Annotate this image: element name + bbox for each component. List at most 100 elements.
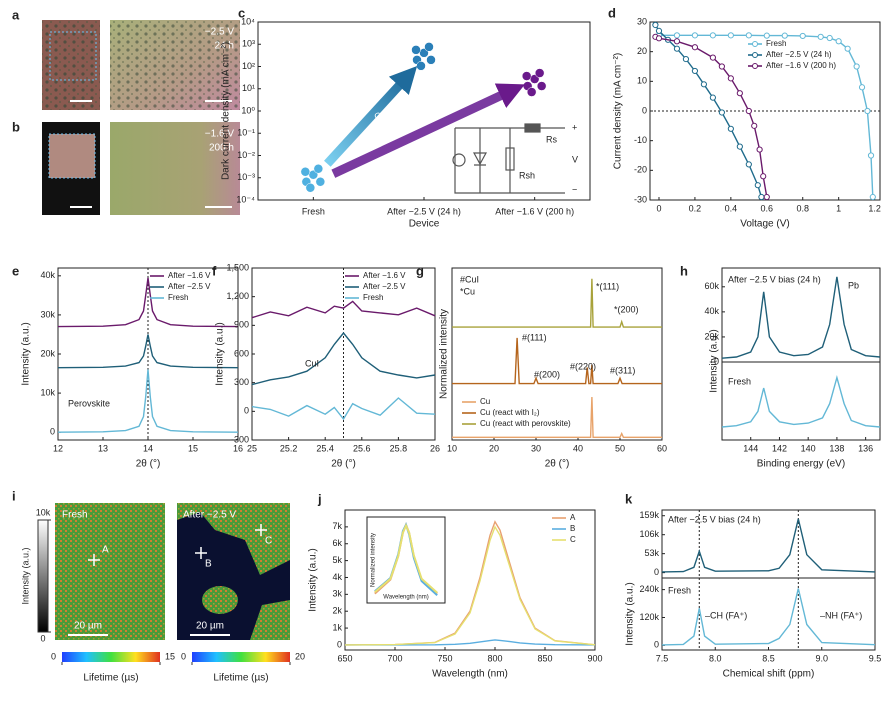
particle (534, 68, 545, 78)
annotation: #(111) (522, 332, 547, 342)
trend-arrow (331, 83, 525, 178)
data-point (754, 182, 761, 189)
panel-letter: f (212, 263, 217, 278)
legend-label: Fresh (363, 293, 383, 302)
data-point (867, 152, 875, 159)
x-tick-label: 9.5 (869, 653, 882, 663)
x-tick-label: 15 (188, 443, 198, 453)
annotation: After −2.5 V bias (24 h) (728, 274, 821, 284)
y-tick-label: 10⁰ (241, 105, 255, 115)
data-point (763, 32, 770, 39)
legend-label: C (570, 535, 576, 544)
zoom-box (49, 31, 97, 81)
data-line (659, 34, 874, 198)
data-point (655, 27, 663, 34)
trend-arrow (324, 65, 418, 167)
lifetime-region (250, 600, 290, 640)
legend-label: After −1.6 V (168, 271, 211, 280)
data-point (745, 161, 752, 168)
colorbar-tick-label: 15 (165, 651, 175, 661)
y-tick-label: 600 (234, 348, 249, 358)
legend-label: After −2.5 V (363, 282, 406, 291)
data-point (760, 173, 767, 180)
legend-label: Fresh (168, 293, 188, 302)
panel-letter: b (12, 119, 20, 134)
legend-label: After −1.6 V (363, 271, 406, 280)
y-tick-label: 30 (637, 16, 647, 26)
data-point (835, 38, 842, 45)
micrograph-texture (110, 20, 240, 110)
y-tick-label: 30k (40, 309, 55, 319)
x-axis-label: 2θ (°) (545, 459, 570, 470)
legend-marker (752, 52, 758, 58)
particle (526, 87, 537, 97)
image-label: C (265, 536, 272, 547)
legend-marker (752, 41, 758, 47)
particle (521, 71, 532, 81)
legend-label: After −2.5 V (168, 282, 211, 291)
image-label: −2.5 V (205, 27, 235, 38)
data-line (374, 523, 438, 594)
y-tick-label: 10⁻² (237, 150, 255, 160)
x-tick-label: 142 (772, 443, 787, 453)
y-tick-label: 10⁻¹ (237, 128, 255, 138)
y-tick-label: 10⁴ (241, 16, 255, 26)
x-tick-label: 0.8 (796, 203, 809, 213)
colorbar-label: Intensity (a.u.) (20, 547, 30, 604)
x-tick-label: 10 (447, 443, 457, 453)
circuit (452, 123, 565, 194)
data-line (655, 36, 768, 198)
x-tick-label: 750 (437, 653, 452, 663)
panel-letter: c (238, 5, 245, 20)
data-point (826, 34, 833, 42)
annotation: #(200) (534, 369, 560, 379)
data-point (781, 32, 788, 39)
particle (300, 167, 311, 177)
data-point (700, 81, 708, 88)
image-label: 20 µm (196, 621, 224, 632)
y-axis-label: Normalized intensity (439, 309, 450, 399)
x-tick-label: 50 (615, 443, 625, 453)
y-tick-label: 2k (332, 606, 342, 616)
x-tick-label: 0.2 (689, 203, 702, 213)
x-tick-label: 140 (801, 443, 816, 453)
x-tick-label: 8.0 (709, 653, 722, 663)
particle (315, 177, 326, 187)
x-axis-label: 2θ (°) (136, 459, 161, 470)
particle (536, 81, 547, 91)
y-tick-label: 10³ (242, 39, 255, 49)
y-tick-label: 1,200 (226, 291, 249, 301)
x-tick-label: 1.2 (868, 203, 881, 213)
image-label: 200 h (209, 143, 234, 154)
data-point (691, 32, 699, 39)
data-point (756, 146, 763, 153)
data-point (864, 107, 871, 115)
data-line (57, 334, 239, 369)
data-point (817, 33, 824, 40)
x-tick-label: 0.4 (725, 203, 738, 213)
y-tick-label: 1,500 (226, 262, 249, 272)
x-tick-label: 850 (537, 653, 552, 663)
y-tick-label: 0 (337, 639, 342, 649)
y-tick-label: 0 (654, 567, 659, 577)
data-point (709, 94, 716, 101)
x-tick-label: 136 (858, 443, 873, 453)
annotation: Pb (848, 280, 859, 290)
y-axis-label: Intensity (a.u.) (709, 329, 720, 392)
data-point (673, 45, 681, 52)
legend-label: Cu (react with perovskite) (480, 419, 571, 428)
data-point (718, 109, 725, 116)
x-tick-label: 25.8 (390, 443, 408, 453)
data-point (763, 193, 770, 201)
legend-label: Fresh (766, 39, 786, 48)
x-tick-label: 30 (531, 443, 541, 453)
data-line (57, 369, 239, 433)
y-tick-label: 10k (40, 387, 55, 397)
x-tick-label: 26 (430, 443, 440, 453)
y-tick-label: 159k (639, 510, 659, 520)
annotation: *Cu (460, 286, 475, 296)
cross-marker (88, 524, 267, 566)
annotation: #(311) (610, 365, 635, 375)
legend-label: After −1.6 V (200 h) (766, 61, 836, 70)
